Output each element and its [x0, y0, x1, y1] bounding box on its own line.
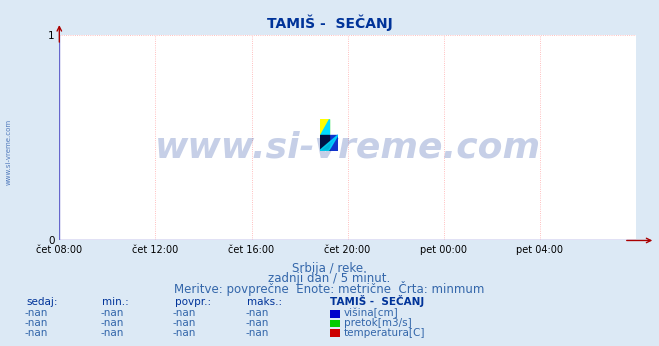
Text: -nan: -nan	[173, 308, 196, 318]
Text: -nan: -nan	[24, 308, 48, 318]
Text: TAMIŠ -  SEČANJ: TAMIŠ - SEČANJ	[330, 295, 424, 307]
Text: zadnji dan / 5 minut.: zadnji dan / 5 minut.	[268, 272, 391, 285]
Text: -nan: -nan	[173, 328, 196, 338]
Text: sedaj:: sedaj:	[26, 297, 58, 307]
Text: maks.:: maks.:	[247, 297, 282, 307]
Polygon shape	[320, 135, 329, 151]
Polygon shape	[329, 135, 338, 151]
Polygon shape	[320, 119, 329, 135]
Text: -nan: -nan	[24, 328, 48, 338]
Text: -nan: -nan	[24, 318, 48, 328]
Text: -nan: -nan	[100, 308, 124, 318]
Text: -nan: -nan	[245, 308, 269, 318]
Polygon shape	[320, 135, 338, 151]
Text: temperatura[C]: temperatura[C]	[344, 328, 426, 338]
Text: min.:: min.:	[102, 297, 129, 307]
Text: www.si-vreme.com: www.si-vreme.com	[5, 119, 12, 185]
Polygon shape	[320, 119, 329, 135]
Text: -nan: -nan	[100, 318, 124, 328]
Text: TAMIŠ -  SEČANJ: TAMIŠ - SEČANJ	[267, 14, 392, 31]
Text: -nan: -nan	[173, 318, 196, 328]
Text: Meritve: povprečne  Enote: metrične  Črta: minmum: Meritve: povprečne Enote: metrične Črta:…	[175, 281, 484, 297]
Text: Srbija / reke.: Srbija / reke.	[292, 262, 367, 275]
Text: -nan: -nan	[100, 328, 124, 338]
Text: www.si-vreme.com: www.si-vreme.com	[155, 131, 540, 165]
Text: -nan: -nan	[245, 318, 269, 328]
Text: pretok[m3/s]: pretok[m3/s]	[344, 318, 412, 328]
Text: -nan: -nan	[245, 328, 269, 338]
Text: višina[cm]: višina[cm]	[344, 308, 399, 318]
Text: povpr.:: povpr.:	[175, 297, 211, 307]
